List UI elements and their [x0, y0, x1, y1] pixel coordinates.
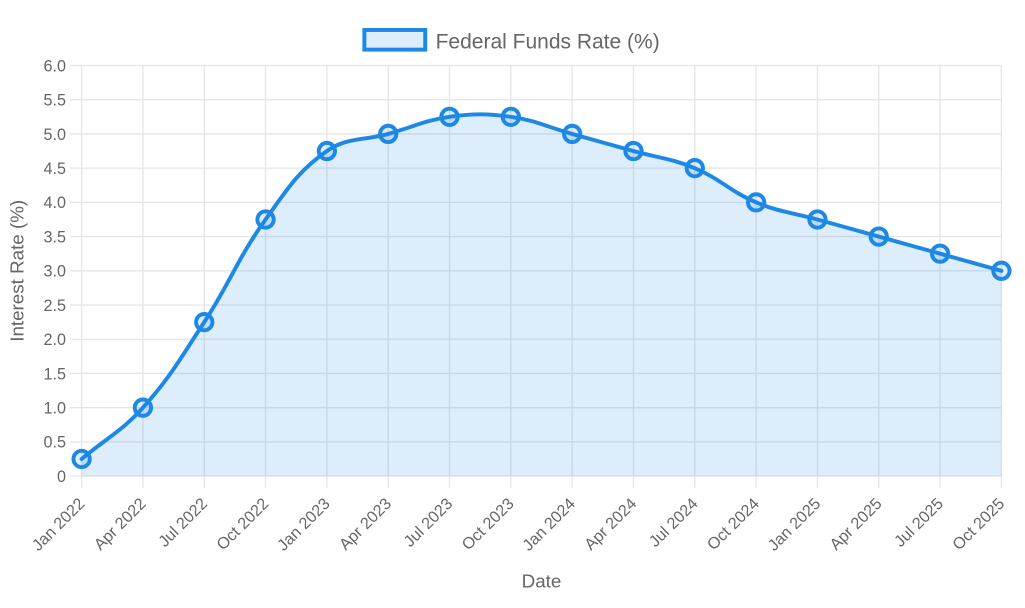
svg-text:5.5: 5.5: [43, 92, 66, 110]
svg-text:2.5: 2.5: [43, 297, 66, 315]
svg-text:0: 0: [57, 468, 66, 486]
svg-text:3.0: 3.0: [43, 263, 66, 281]
svg-text:3.5: 3.5: [43, 228, 66, 246]
svg-text:1.5: 1.5: [43, 365, 66, 383]
svg-text:4.0: 4.0: [43, 194, 66, 212]
svg-text:0.5: 0.5: [43, 434, 66, 452]
svg-text:Interest Rate (%): Interest Rate (%): [6, 200, 27, 342]
svg-text:6.0: 6.0: [43, 57, 66, 75]
svg-text:1.0: 1.0: [43, 400, 66, 418]
svg-text:4.5: 4.5: [43, 160, 66, 178]
svg-text:5.0: 5.0: [43, 126, 66, 144]
svg-text:2.0: 2.0: [43, 331, 66, 349]
svg-text:Date: Date: [522, 570, 562, 591]
svg-text:Federal Funds Rate (%): Federal Funds Rate (%): [436, 31, 660, 54]
